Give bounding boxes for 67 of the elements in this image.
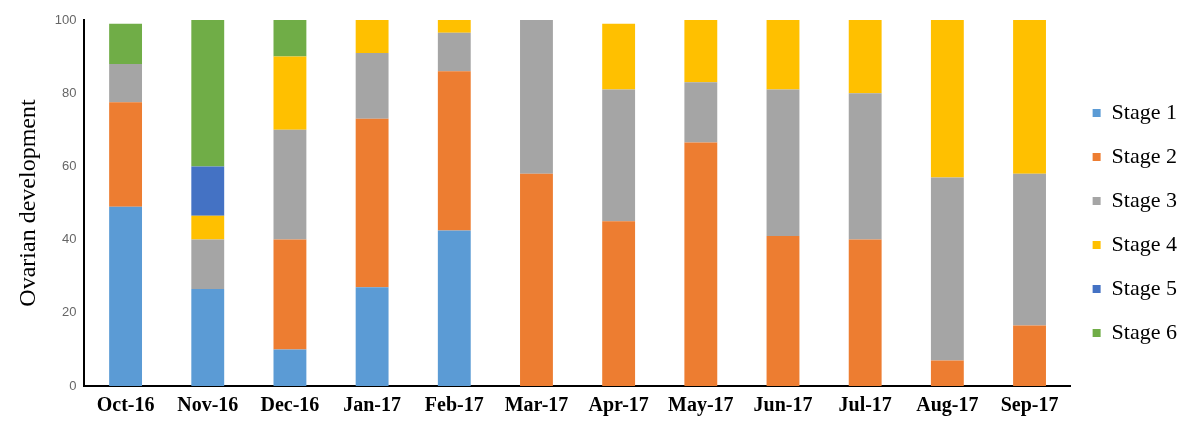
- bar: [930, 177, 964, 361]
- x-tick-label: Oct-16: [96, 393, 155, 416]
- bar: [191, 215, 225, 240]
- y-tick-label: 100: [54, 11, 77, 27]
- x-tick-label: Jul-17: [838, 393, 892, 416]
- x-tick-label: Dec-16: [260, 393, 320, 416]
- bar: [848, 20, 882, 94]
- bar: [273, 349, 307, 386]
- bar: [930, 360, 964, 386]
- bar: [355, 118, 389, 288]
- bar: [602, 23, 636, 90]
- bar: [766, 89, 800, 236]
- bar: [1013, 173, 1046, 326]
- legend-label: Stage 2: [1111, 142, 1178, 168]
- bar: [355, 287, 389, 386]
- legend-label: Stage 4: [1111, 230, 1178, 256]
- legend-label: Stage 3: [1111, 186, 1178, 212]
- bar: [191, 20, 225, 167]
- x-tick-label: Jan-17: [343, 393, 402, 416]
- bar: [273, 56, 307, 130]
- y-tick-label: 80: [62, 84, 77, 100]
- bar: [355, 20, 389, 53]
- bar: [437, 230, 471, 386]
- bar: [520, 20, 553, 174]
- bar: [191, 239, 225, 290]
- bar: [766, 20, 800, 90]
- y-axis-title: Ovarian development: [13, 99, 40, 307]
- x-tick-label: Jun-17: [753, 393, 813, 416]
- bar: [191, 166, 225, 216]
- bar: [930, 20, 964, 178]
- legend-label: Stage 5: [1111, 274, 1178, 300]
- x-tick-label: Mar-17: [504, 393, 569, 416]
- x-tick-label: Apr-17: [588, 393, 649, 417]
- bar: [355, 52, 389, 119]
- x-tick-label: Aug-17: [916, 393, 979, 417]
- bar: [109, 23, 143, 64]
- bar: [848, 93, 882, 240]
- bar: [602, 221, 636, 386]
- bar: [1013, 325, 1046, 386]
- bar: [109, 102, 143, 207]
- bar: [848, 239, 882, 386]
- bar: [437, 32, 471, 72]
- bar: [684, 142, 718, 386]
- legend-label: Stage 6: [1111, 318, 1178, 344]
- bar: [684, 20, 718, 83]
- bar: [109, 206, 143, 386]
- y-tick-label: 0: [69, 377, 77, 393]
- bar: [273, 129, 307, 240]
- y-tick-label: 60: [62, 157, 77, 173]
- legend-label: Stage 1: [1111, 98, 1178, 124]
- bar: [1013, 20, 1046, 174]
- bar: [437, 20, 471, 33]
- y-tick-label: 40: [62, 231, 77, 247]
- x-tick-label: Feb-17: [424, 393, 484, 416]
- x-tick-label: Nov-16: [177, 393, 239, 416]
- x-tick-label: Sep-17: [1000, 393, 1059, 417]
- bar: [684, 82, 718, 143]
- bar: [273, 239, 307, 350]
- bar: [437, 71, 471, 231]
- x-tick-label: May-17: [668, 393, 734, 417]
- bar: [191, 289, 225, 386]
- bar: [602, 89, 636, 222]
- bar: [520, 173, 553, 386]
- y-tick-label: 20: [62, 304, 77, 320]
- bar: [273, 20, 307, 57]
- bar: [766, 235, 800, 386]
- bar: [109, 63, 143, 103]
